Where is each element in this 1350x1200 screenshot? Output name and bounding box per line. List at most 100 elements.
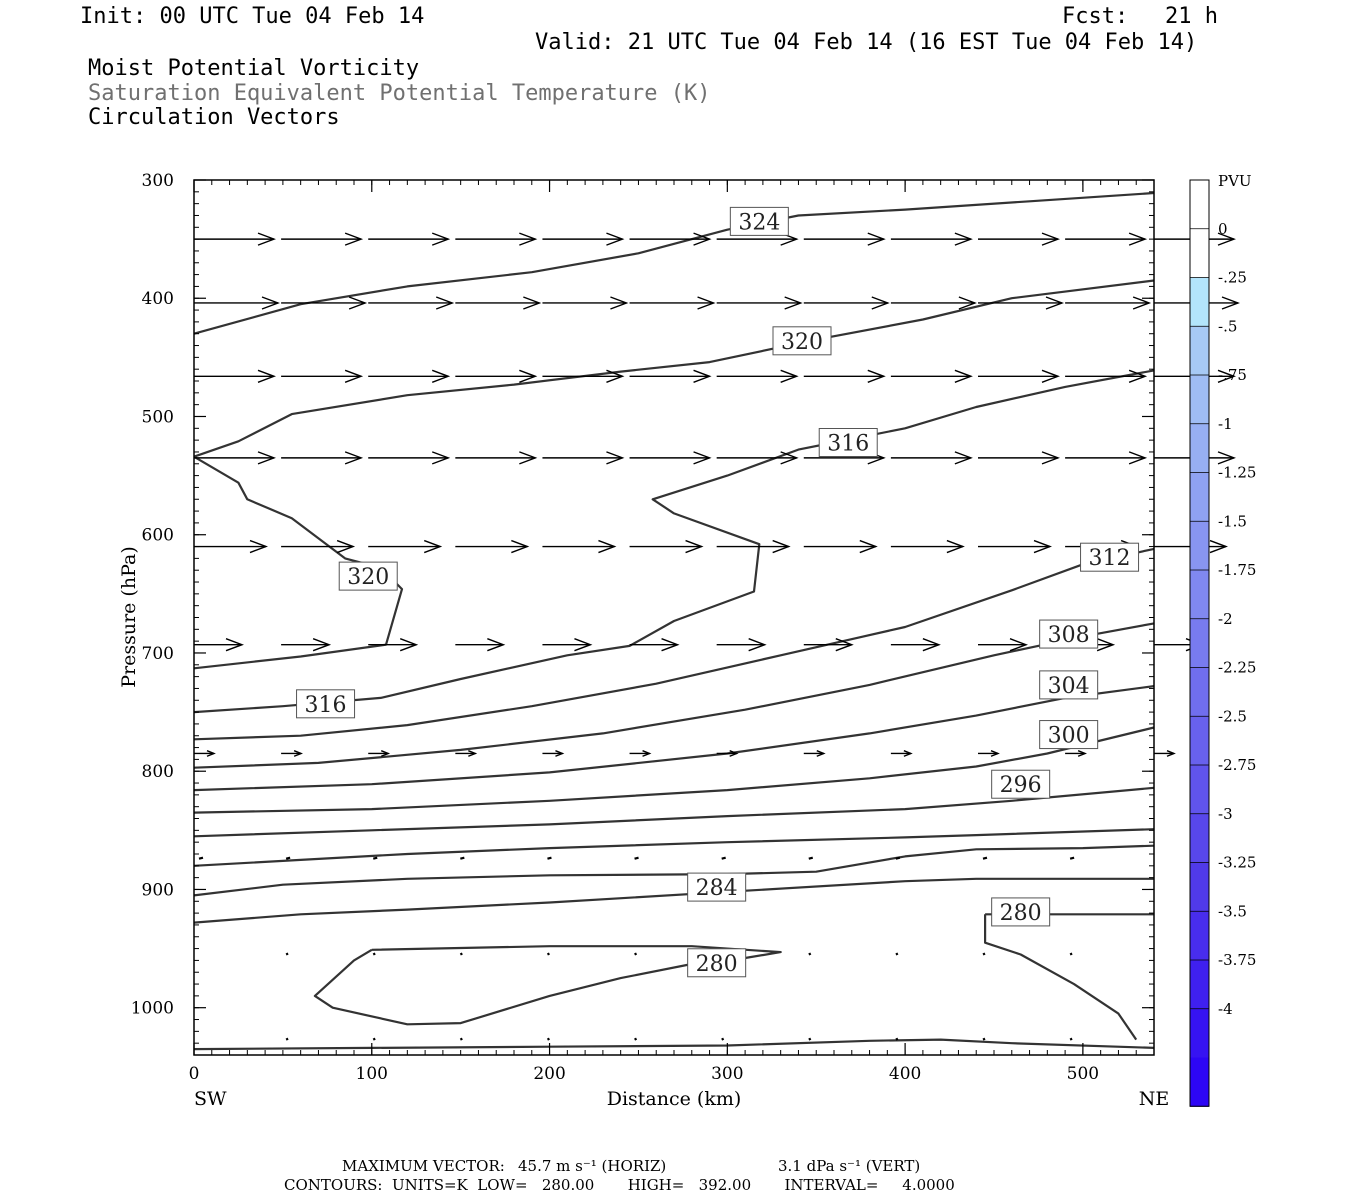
vector-arrow [198, 856, 204, 860]
y-tick-label: 500 [142, 407, 174, 427]
y-axis-ticks: 300 400 500 600 700 800 900 1000 [131, 171, 1154, 1019]
contour-label: 304 [1039, 670, 1099, 700]
max-vector-horiz: 45.7 m s⁻¹ (HORIZ) [518, 1157, 667, 1175]
field-title-vectors: Circulation Vectors [88, 105, 340, 130]
colorbar-swatch [1190, 180, 1209, 230]
y-tick-label: 700 [142, 644, 174, 664]
colorbar-swatch [1190, 716, 1209, 766]
vector-arrow [285, 1037, 289, 1041]
colorbar-tick-label: -.5 [1218, 317, 1237, 335]
contour-label: 280 [991, 897, 1051, 927]
vector-arrow [629, 638, 680, 652]
vector-arrow [978, 750, 1000, 757]
vector-arrow [1065, 232, 1148, 246]
vector-arrow [890, 451, 973, 465]
colorbar-tick-label: -1.5 [1218, 512, 1247, 530]
colorbar-swatch [1190, 1057, 1209, 1107]
contour-300 [193, 726, 1155, 814]
svg-text:316: 316 [305, 693, 347, 718]
svg-text:320: 320 [781, 330, 823, 355]
contour-label: 280 [687, 948, 747, 978]
vector-arrow [634, 856, 639, 860]
colorbar-tick-label: -2.5 [1218, 707, 1247, 725]
x-axis-label: Distance (km) [607, 1088, 742, 1110]
vector-arrow [978, 638, 1028, 652]
vector-arrow [547, 856, 552, 860]
vector-arrow [629, 539, 704, 554]
vector-arrow [890, 369, 973, 383]
cross-section-chart: 324320316320312308316304300296284280280 … [118, 171, 1256, 1110]
vector-arrow [890, 638, 941, 652]
vector-arrow [368, 232, 451, 246]
svg-text:296: 296 [1000, 773, 1042, 798]
vector-arrow [808, 1037, 812, 1041]
pv-colorbar: 0 -.25 -.5 -.75 -1 -1.25 -1.5 -1.75 -2 -2.25 -2.5 -… [1189, 179, 1256, 1107]
x-tick-label: 200 [533, 1064, 565, 1084]
vector-arrow [281, 296, 368, 310]
contour-316 [193, 369, 1155, 714]
vector-arrow [716, 369, 799, 383]
vector-arrow [194, 369, 276, 383]
vector-arrow [1065, 750, 1087, 757]
contour-296 [193, 786, 1155, 838]
contour-label: 296 [991, 769, 1051, 799]
y-tick-label: 1000 [131, 999, 174, 1019]
vector-arrow [803, 638, 854, 652]
vector-arrow [895, 952, 899, 956]
vector-arrow [978, 369, 1060, 383]
vector-arrow [455, 451, 538, 465]
init-time: Init: 00 UTC Tue 04 Feb 14 [80, 4, 425, 29]
vector-arrow [629, 750, 652, 757]
theta-es-contours [193, 191, 1155, 1051]
svg-text:308: 308 [1048, 623, 1090, 648]
colorbar-tick-label: -1.75 [1218, 561, 1256, 579]
contour-284 [193, 877, 1154, 924]
field-title-mpv: Moist Potential Vorticity [88, 56, 420, 81]
vector-arrow [629, 369, 712, 383]
vector-arrow [542, 638, 593, 652]
contour-label: 316 [818, 428, 878, 457]
vector-arrow [716, 539, 791, 554]
colorbar-swatch [1190, 326, 1209, 376]
colorbar-swatch [1190, 521, 1209, 571]
colorbar-swatch [1190, 813, 1209, 864]
vector-arrow [1069, 952, 1073, 956]
contour-312 [193, 547, 1155, 741]
colorbar-swatch [1190, 375, 1209, 425]
vector-arrow [890, 296, 977, 310]
vector-arrow [285, 952, 289, 956]
vector-arrow [808, 952, 812, 956]
vector-arrow [368, 750, 391, 757]
vector-arrow [542, 296, 629, 310]
circulation-vectors [194, 232, 1240, 1041]
vector-arrow [1065, 296, 1152, 310]
colorbar-swatch [1190, 1008, 1209, 1059]
vector-arrow [629, 296, 716, 310]
vector-arrow [368, 369, 451, 383]
svg-text:312: 312 [1089, 546, 1131, 571]
x-axis-ticks: 0 100 200 300 400 500 [189, 180, 1099, 1084]
vector-arrow [372, 1037, 376, 1041]
contour-292 [193, 828, 1155, 867]
vector-arrow [978, 451, 1060, 465]
contours-info: CONTOURS: UNITS=K LOW= 280.00 HIGH= 392.… [284, 1176, 955, 1194]
colorbar-swatch [1190, 862, 1209, 912]
vector-arrow [372, 952, 376, 956]
colorbar-tick-label: -1 [1218, 415, 1233, 433]
colorbar-tick-label: -1.25 [1218, 464, 1256, 482]
vector-arrow [978, 539, 1052, 554]
vector-arrow [194, 750, 216, 757]
vector-arrow [460, 856, 465, 860]
vector-arrow [803, 539, 878, 554]
y-tick-label: 900 [142, 880, 174, 900]
vector-arrow [1069, 856, 1075, 860]
colorbar-title: PVU [1218, 172, 1252, 190]
contour-320 [193, 279, 1155, 458]
vector-arrow [542, 451, 625, 465]
vector-arrow [546, 952, 550, 956]
vector-arrow [1154, 750, 1176, 757]
contour-280 [313, 945, 782, 1026]
vector-arrow [629, 451, 712, 465]
contour-label: 320 [338, 561, 398, 591]
